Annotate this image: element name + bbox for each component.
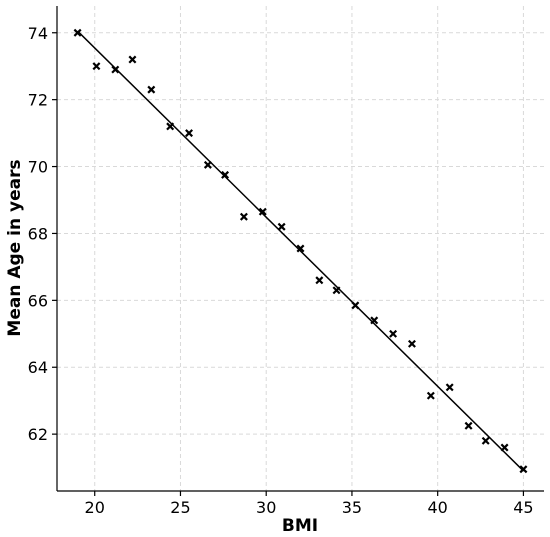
data-point [464, 421, 473, 430]
data-point [500, 443, 509, 452]
data-point [445, 383, 454, 392]
data-point [277, 222, 286, 231]
data-point [111, 65, 120, 74]
x-axis-title: BMI [282, 516, 318, 536]
data-point [239, 212, 248, 221]
trend-line-group [77, 30, 524, 472]
data-point [92, 62, 101, 71]
y-tick-label: 72 [28, 91, 48, 110]
data-point [128, 55, 137, 64]
x-tick-label: 20 [85, 498, 105, 517]
y-tick-label: 64 [28, 358, 48, 377]
data-point [203, 160, 212, 169]
data-point [407, 339, 416, 348]
data-point [332, 286, 341, 295]
data-point [258, 207, 267, 216]
data-point [315, 276, 324, 285]
data-point [370, 316, 379, 325]
y-axis-title: Mean Age in years [5, 159, 25, 336]
y-tick-label: 70 [28, 158, 48, 177]
data-point [221, 170, 230, 179]
x-tick-label: 30 [256, 498, 276, 517]
x-tick-label: 35 [342, 498, 362, 517]
data-point [426, 391, 435, 400]
data-point [73, 28, 82, 37]
data-points [73, 28, 528, 474]
data-point [351, 301, 360, 310]
data-point [296, 244, 305, 253]
y-tick-label: 74 [28, 24, 48, 43]
data-point [389, 329, 398, 338]
y-axis-ticks: 62 64 66 68 70 72 74 [28, 24, 57, 444]
data-point [481, 436, 490, 445]
x-axis-ticks: 20 25 30 35 40 45 [85, 491, 534, 517]
data-point [185, 129, 194, 138]
grid-lines [57, 6, 544, 491]
trend-line [77, 30, 524, 472]
x-tick-label: 25 [170, 498, 190, 517]
data-point [519, 465, 528, 474]
y-tick-label: 66 [28, 291, 48, 310]
data-point [147, 85, 156, 94]
y-tick-label: 62 [28, 425, 48, 444]
axes [56, 6, 544, 492]
x-tick-label: 45 [513, 498, 533, 517]
data-point [166, 122, 175, 131]
x-tick-label: 40 [428, 498, 448, 517]
y-tick-label: 68 [28, 224, 48, 243]
